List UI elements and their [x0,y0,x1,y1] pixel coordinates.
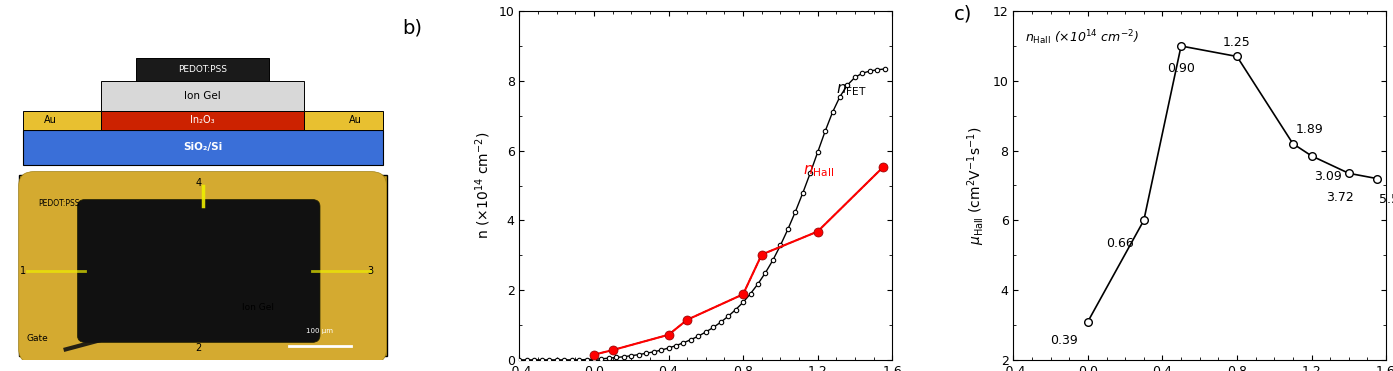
Text: $n_\mathrm{Hall}$ ($\times$10$^{14}$ cm$^{-2}$): $n_\mathrm{Hall}$ ($\times$10$^{14}$ cm$… [1025,29,1138,47]
Text: 1: 1 [20,266,25,276]
Text: PEDOT:PSS: PEDOT:PSS [38,200,79,209]
Text: 1.25: 1.25 [1223,36,1251,49]
Text: Ion Gel: Ion Gel [184,91,221,101]
Text: $n_\mathrm{FET}$: $n_\mathrm{FET}$ [836,83,868,98]
Bar [18,175,386,357]
Text: 1.89: 1.89 [1295,123,1323,136]
Y-axis label: n ($\times$10$^{14}$ cm$^{-2}$): n ($\times$10$^{14}$ cm$^{-2}$) [474,132,493,239]
Bar [304,111,383,130]
Text: 3.72: 3.72 [1326,191,1354,204]
Bar [22,111,100,130]
FancyBboxPatch shape [78,200,320,342]
Text: In₂O₃: In₂O₃ [191,115,215,125]
Text: 3: 3 [368,266,373,276]
Text: 2: 2 [195,343,202,353]
Text: 3.09: 3.09 [1315,170,1341,183]
FancyBboxPatch shape [18,171,386,363]
Text: 0.90: 0.90 [1167,62,1195,75]
Text: Au: Au [43,115,57,125]
Text: 0.39: 0.39 [1050,334,1078,347]
Text: 5.58: 5.58 [1379,193,1393,206]
Text: 4: 4 [195,178,202,188]
Text: b): b) [403,18,422,37]
Text: 100 μm: 100 μm [306,328,333,334]
Y-axis label: $\mu_{\mathrm{Hall}}$ (cm$^{2}$V$^{-1}$s$^{-1}$): $\mu_{\mathrm{Hall}}$ (cm$^{2}$V$^{-1}$s… [965,126,988,245]
Text: Ion Gel: Ion Gel [242,303,274,312]
Text: $n_\mathrm{Hall}$: $n_\mathrm{Hall}$ [802,163,834,178]
Bar [100,111,304,130]
Text: 0.66: 0.66 [1106,237,1134,250]
Text: PEDOT:PSS: PEDOT:PSS [178,65,227,74]
Text: Au: Au [348,115,362,125]
Bar [100,81,304,111]
Text: Gate: Gate [26,334,49,344]
Bar [137,58,269,81]
Bar [22,130,383,165]
Text: c): c) [954,4,972,23]
Text: SiO₂/Si: SiO₂/Si [182,142,223,152]
